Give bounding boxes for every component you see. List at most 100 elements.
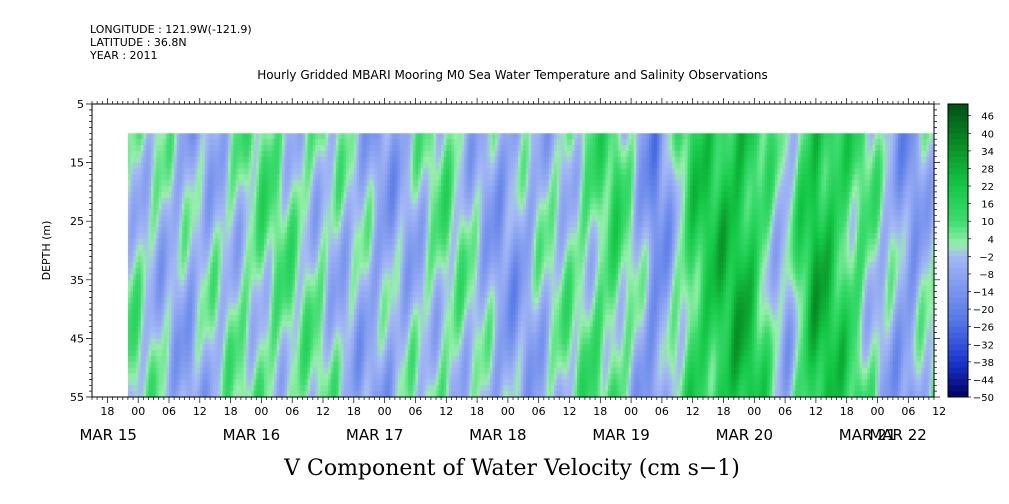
heatmap-cell — [133, 285, 137, 293]
heatmap-cell — [169, 385, 173, 392]
heatmap-cell — [184, 291, 188, 298]
heatmap-cell — [174, 367, 178, 375]
heatmap-cell — [171, 133, 175, 140]
heatmap-cell — [184, 197, 188, 205]
heatmap-cell — [163, 238, 168, 246]
heatmap-cell — [235, 215, 239, 222]
heatmap-cell — [202, 145, 206, 152]
heatmap-cell — [233, 186, 237, 193]
heatmap-cell — [151, 291, 155, 298]
heatmap-cell — [184, 156, 188, 164]
heatmap-cell — [133, 150, 137, 158]
heatmap-cell — [194, 174, 198, 181]
heatmap-cell — [156, 215, 160, 222]
heatmap-cell — [194, 291, 198, 298]
heatmap-cell — [171, 262, 175, 269]
heatmap-cell — [194, 168, 198, 175]
heatmap-cell — [169, 320, 173, 328]
heatmap-cell — [145, 227, 150, 234]
heatmap-cell — [199, 156, 203, 164]
heatmap-cell — [156, 355, 160, 363]
heatmap-cell — [220, 373, 224, 381]
heatmap-cell — [161, 344, 165, 351]
heatmap-cell — [230, 262, 234, 269]
heatmap-cell — [171, 186, 175, 193]
heatmap-cell — [158, 361, 162, 369]
heatmap-cell — [222, 273, 227, 281]
heatmap-cell — [166, 221, 170, 228]
heatmap-cell — [135, 174, 139, 181]
heatmap-cell — [161, 279, 165, 287]
heatmap-cell — [169, 297, 173, 304]
longitude-label: LONGITUDE : 121.9W(-121.9) — [90, 23, 252, 36]
heatmap-cell — [189, 373, 193, 381]
heatmap-cell — [176, 268, 180, 275]
heatmap-cell — [140, 197, 144, 205]
heatmap-cell — [156, 320, 160, 328]
heatmap-cell — [189, 391, 193, 398]
heatmap-cell — [204, 303, 209, 310]
heatmap-cell — [169, 391, 173, 398]
heatmap-cell — [186, 238, 191, 246]
heatmap-cell — [199, 279, 203, 287]
heatmap-cell — [184, 232, 188, 240]
heatmap-cell — [186, 268, 191, 275]
heatmap-cell — [166, 326, 170, 334]
heatmap-cell — [186, 197, 191, 205]
heatmap-cell — [143, 309, 147, 316]
heatmap-cell — [189, 168, 193, 175]
heatmap-cell — [140, 168, 144, 175]
heatmap-cell — [212, 139, 216, 146]
heatmap-cell — [212, 367, 216, 375]
heatmap-cell — [204, 262, 209, 269]
heatmap-cell — [171, 314, 175, 322]
heatmap-cell — [215, 373, 219, 381]
heatmap-cell — [179, 350, 183, 357]
heatmap-cell — [202, 139, 206, 146]
heatmap-cell — [140, 238, 144, 246]
heatmap-cell — [138, 215, 142, 222]
heatmap-cell — [235, 227, 239, 234]
heatmap-cell — [207, 238, 211, 246]
heatmap-cell — [140, 268, 144, 275]
heatmap-cell — [230, 150, 234, 158]
heatmap-cell — [184, 279, 188, 287]
heatmap-cell — [189, 174, 193, 181]
heatmap-cell — [197, 215, 201, 222]
heatmap-cell — [212, 332, 216, 339]
heatmap-cell — [158, 256, 162, 263]
heatmap-cell — [171, 145, 175, 152]
heatmap-cell — [145, 150, 150, 158]
heatmap-cell — [174, 320, 178, 328]
heatmap-cell — [225, 156, 229, 164]
heatmap-cell — [202, 350, 206, 357]
heatmap-cell — [202, 221, 206, 228]
heatmap-cell — [133, 355, 137, 363]
heatmap-cell — [225, 285, 229, 293]
heatmap-cell — [163, 256, 168, 263]
heatmap-cell — [212, 391, 216, 398]
heatmap-cell — [166, 291, 170, 298]
heatmap-cell — [233, 221, 237, 228]
heatmap-cell — [161, 273, 165, 281]
heatmap-cell — [181, 150, 186, 158]
heatmap-cell — [176, 291, 180, 298]
heatmap-cell — [166, 309, 170, 316]
heatmap-cell — [127, 297, 132, 304]
heatmap-cell — [163, 367, 168, 375]
heatmap-cell — [163, 338, 168, 345]
heatmap-cell — [135, 355, 139, 363]
heatmap-cell — [184, 367, 188, 375]
heatmap-cell — [140, 150, 144, 158]
heatmap-cell — [199, 344, 203, 351]
heatmap-cell — [220, 297, 224, 304]
heatmap-cell — [163, 379, 168, 386]
heatmap-cell — [133, 279, 137, 287]
heatmap-cell — [171, 291, 175, 298]
heatmap-cell — [145, 139, 150, 146]
heatmap-cell — [230, 314, 234, 322]
heatmap-cell — [148, 367, 152, 375]
heatmap-cell — [135, 232, 139, 240]
heatmap-cell — [228, 338, 232, 345]
heatmap-cell — [174, 139, 178, 146]
